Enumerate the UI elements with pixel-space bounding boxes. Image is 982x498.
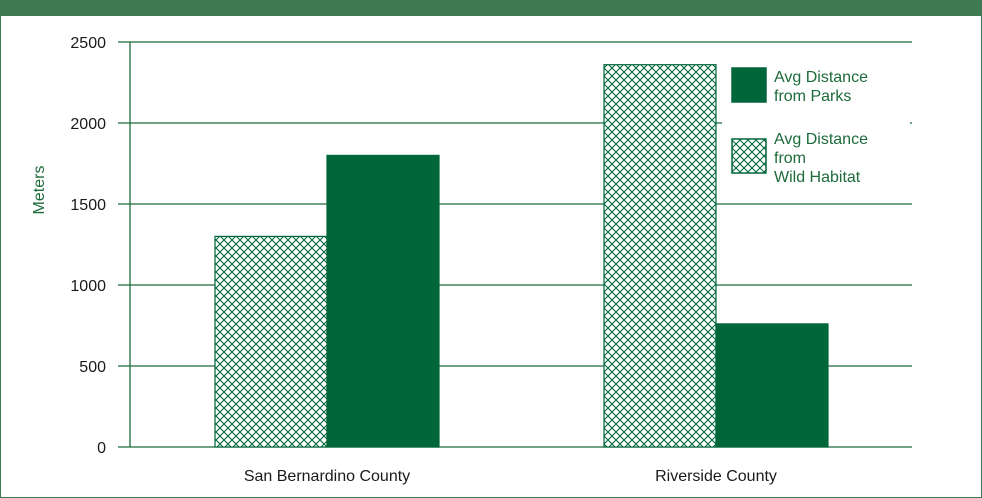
bar-parks-1 [715,323,829,448]
x-category-label-0: San Bernardino County [244,468,410,485]
bar-wild-habitat-0 [214,235,328,448]
y-axis-label: Meters [31,166,48,215]
y-tick-label-0: 0 [97,440,106,457]
y-tick-label-500: 500 [79,359,106,376]
bar-parks-0 [326,154,440,448]
x-category-label-1: Riverside County [655,468,777,485]
y-tick-label-2000: 2000 [70,116,106,133]
y-tick-label-1500: 1500 [70,197,106,214]
legend-swatch-wild-habitat [731,138,767,174]
legend-line: from Parks [774,88,851,105]
header-band [0,0,982,16]
legend-line: Wild Habitat [774,169,861,186]
legend-label-wild-habitat: Avg Distance from Wild Habitat [774,131,868,186]
y-tick-label-2500: 2500 [70,35,106,52]
legend-label-parks: Avg Distance from Parks [774,69,868,105]
legend-line: from [774,150,806,167]
legend-line: Avg Distance [774,69,868,86]
legend-line: Avg Distance [774,131,868,148]
y-tick-label-1000: 1000 [70,278,106,295]
bar-wild-habitat-1 [603,64,717,448]
legend-swatch-parks [731,67,767,103]
